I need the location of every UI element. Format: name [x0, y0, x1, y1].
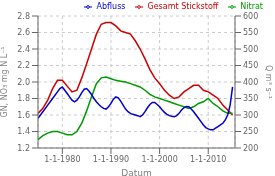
svg-text:250: 250: [243, 127, 258, 136]
svg-text:Datum: Datum: [121, 168, 151, 176]
html-text:Abfluss: Abfluss: [96, 2, 126, 11]
svg-text:2.4: 2.4: [17, 45, 30, 54]
html-text:Nitrat: Nitrat: [240, 2, 263, 11]
svg-text:600: 600: [243, 12, 258, 21]
html-text:Gesamt Stickstoff: Gesamt Stickstoff: [147, 2, 219, 11]
svg-text:1-1-1990: 1-1-1990: [93, 155, 129, 164]
svg-text:Q m³ s⁻¹: Q m³ s⁻¹: [264, 65, 267, 99]
svg-text:550: 550: [243, 28, 258, 37]
svg-text:2.6: 2.6: [17, 28, 30, 37]
svg-text:400: 400: [243, 78, 258, 87]
svg-text:1-1-1980: 1-1-1980: [44, 155, 80, 164]
svg-text:200: 200: [243, 144, 258, 153]
svg-text:2.2: 2.2: [17, 61, 30, 70]
svg-text:2.0: 2.0: [17, 78, 30, 87]
svg-text:1.6: 1.6: [17, 111, 30, 120]
svg-text:2.8: 2.8: [17, 12, 30, 21]
svg-text:450: 450: [243, 61, 258, 70]
svg-text:GN, NO₃ mg N L⁻¹: GN, NO₃ mg N L⁻¹: [8, 46, 9, 117]
svg-text:1.8: 1.8: [17, 94, 30, 103]
svg-text:1.4: 1.4: [17, 127, 30, 136]
svg-text:1-1-2010: 1-1-2010: [190, 155, 226, 164]
svg-text:500: 500: [243, 45, 258, 54]
svg-text:300: 300: [243, 111, 258, 120]
svg-text:350: 350: [243, 94, 258, 103]
svg-text:1.2: 1.2: [17, 144, 30, 153]
svg-text:1-1-2000: 1-1-2000: [141, 155, 177, 164]
